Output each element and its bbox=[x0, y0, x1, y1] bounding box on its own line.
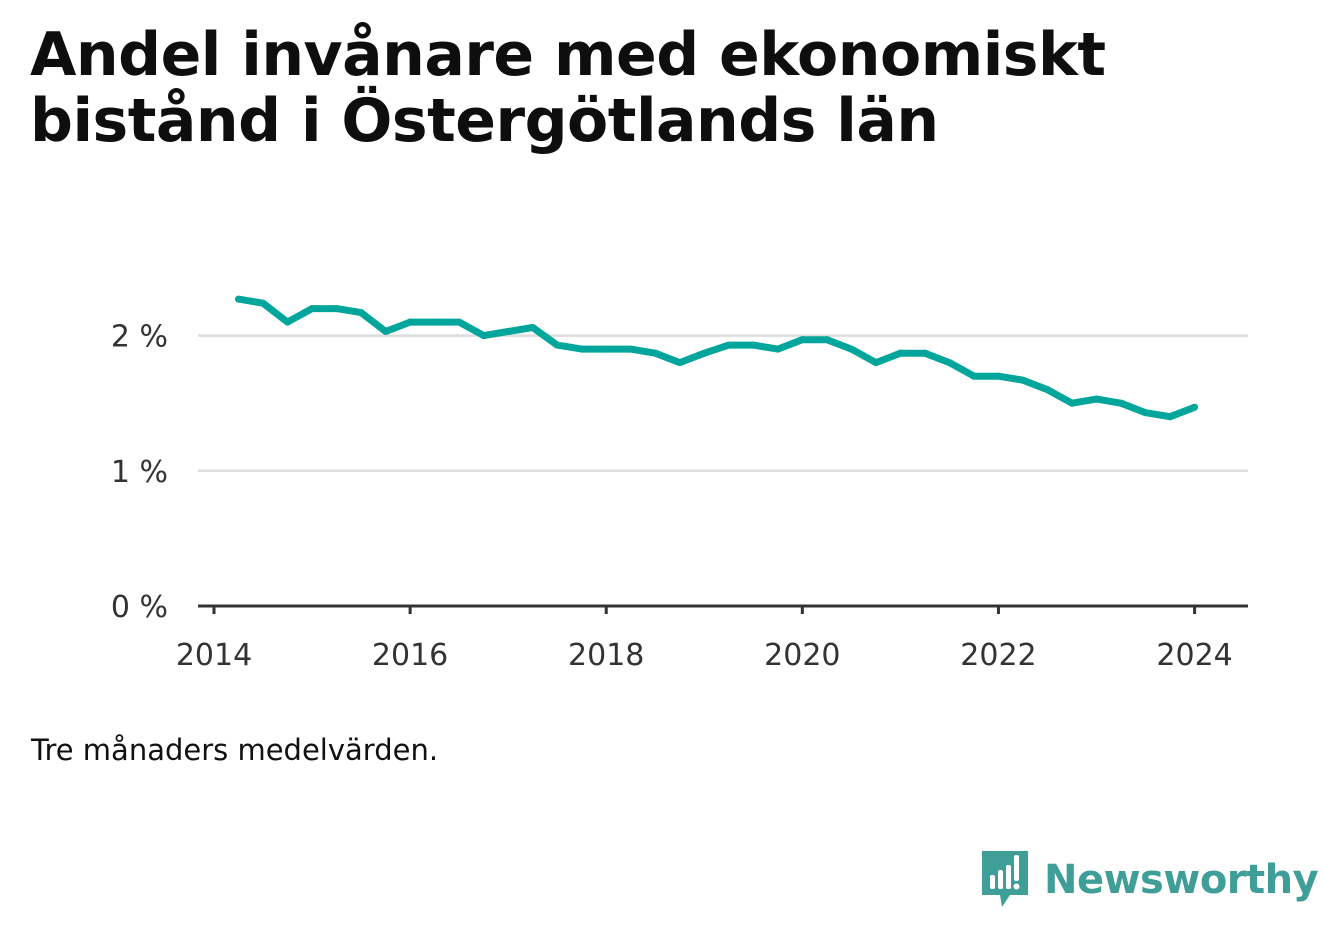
x-tick-label: 2020 bbox=[764, 638, 840, 673]
x-tick-label: 2014 bbox=[176, 638, 252, 673]
data-point bbox=[1191, 403, 1199, 411]
x-tick-label: 2022 bbox=[960, 638, 1036, 673]
newsworthy-logo-icon bbox=[982, 851, 1028, 907]
data-point bbox=[994, 372, 1002, 380]
data-point bbox=[921, 349, 929, 357]
data-point bbox=[872, 359, 880, 367]
data-point bbox=[970, 372, 978, 380]
data-point bbox=[431, 318, 439, 326]
data-point bbox=[945, 359, 953, 367]
data-point bbox=[749, 341, 757, 349]
data-point bbox=[1043, 386, 1051, 394]
data-point bbox=[823, 336, 831, 344]
data-point bbox=[725, 341, 733, 349]
grid-lines bbox=[198, 334, 1248, 473]
data-point bbox=[1019, 376, 1027, 384]
data-point bbox=[480, 332, 488, 340]
data-point bbox=[602, 345, 610, 353]
series-line bbox=[237, 295, 1196, 421]
data-point bbox=[847, 345, 855, 353]
y-tick-label: 0 % bbox=[111, 590, 168, 625]
data-point bbox=[333, 305, 341, 313]
data-point bbox=[357, 309, 365, 317]
data-point bbox=[798, 336, 806, 344]
chart-note: Tre månaders medelvärden. bbox=[31, 733, 439, 767]
data-point bbox=[651, 349, 659, 357]
brand-name: Newsworthy bbox=[1044, 857, 1319, 903]
data-point bbox=[1166, 413, 1174, 421]
x-tick-label: 2018 bbox=[568, 638, 644, 673]
data-point bbox=[235, 295, 243, 303]
x-tick-label: 2024 bbox=[1156, 638, 1232, 673]
y-axis-labels: 0 % 1 % 2 % bbox=[111, 320, 168, 625]
data-point bbox=[553, 341, 561, 349]
data-point bbox=[382, 328, 390, 336]
data-point bbox=[406, 318, 414, 326]
brand-logo: Newsworthy bbox=[980, 848, 1319, 912]
data-point bbox=[504, 328, 512, 336]
data-point bbox=[1142, 409, 1150, 417]
data-point bbox=[1117, 399, 1125, 407]
data-point bbox=[676, 359, 684, 367]
data-point bbox=[1093, 395, 1101, 403]
data-point bbox=[529, 323, 537, 331]
data-point bbox=[455, 318, 463, 326]
x-axis-labels: 2014 2016 2018 2020 2022 2024 bbox=[176, 638, 1233, 673]
y-tick-label: 1 % bbox=[111, 455, 168, 490]
x-tick-label: 2016 bbox=[372, 638, 448, 673]
y-tick-label: 2 % bbox=[111, 320, 168, 355]
x-axis bbox=[198, 604, 1248, 614]
chart-title: Andel invånare med ekonomiskt bistånd i … bbox=[30, 20, 1106, 156]
data-point bbox=[700, 349, 708, 357]
series-layer bbox=[235, 295, 1199, 421]
data-point bbox=[627, 345, 635, 353]
data-point bbox=[578, 345, 586, 353]
data-point bbox=[259, 299, 267, 307]
data-point bbox=[1068, 399, 1076, 407]
data-point bbox=[774, 345, 782, 353]
data-point bbox=[284, 318, 292, 326]
data-point bbox=[308, 305, 316, 313]
data-point bbox=[896, 349, 904, 357]
